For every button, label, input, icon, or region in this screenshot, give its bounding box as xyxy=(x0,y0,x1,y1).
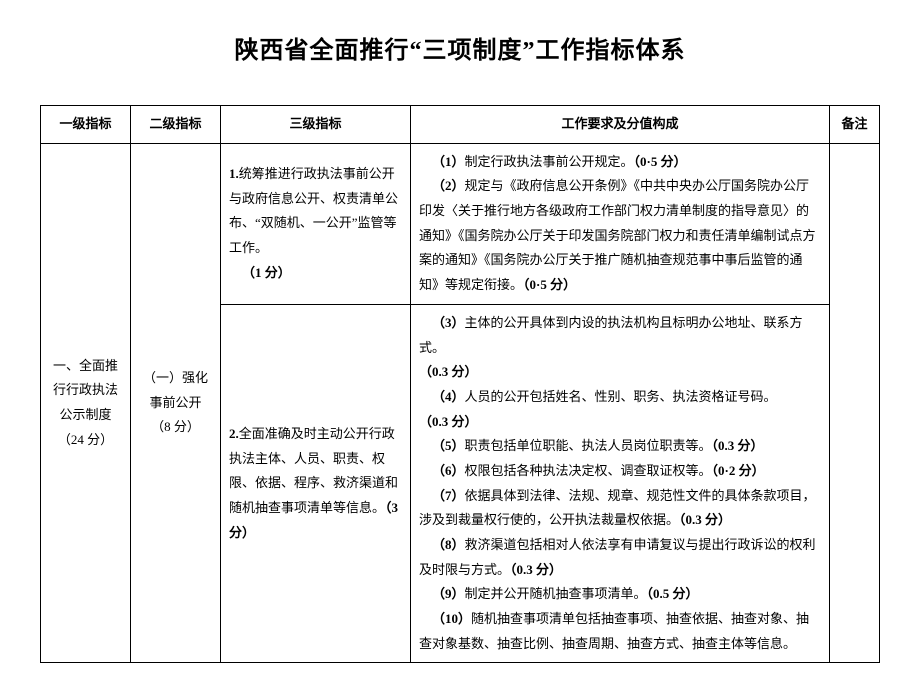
req-score: （0.5 分） xyxy=(647,586,699,601)
req-num: （2） xyxy=(432,178,465,193)
req-score: （0.3 分） xyxy=(712,438,764,453)
req-num: （1） xyxy=(432,154,465,169)
note-cell xyxy=(830,143,880,663)
lvl3-cell: 1.统筹推进行政执法事前公开与政府信息公开、权责清单公布、“双随机、一公开”监管… xyxy=(221,143,411,304)
indicator-table: 一级指标 二级指标 三级指标 工作要求及分值构成 备注 一、全面推行行政执法公示… xyxy=(40,105,880,663)
lvl3-text: 全面准确及时主动公开行政执法主体、人员、职责、权限、依据、程序、救济渠道和随机抽… xyxy=(229,426,398,515)
lvl3-text: 统筹推进行政执法事前公开与政府信息公开、权责清单公布、“双随机、一公开”监管等工… xyxy=(229,166,398,255)
lvl3-num: 2. xyxy=(229,426,239,441)
req-score: （0.3 分） xyxy=(419,414,478,429)
req-text: 规定与《政府信息公开条例》《中共中央办公厅国务院办公厅印发〈关于推行地方各级政府… xyxy=(419,178,816,292)
lvl3-score: （1 分） xyxy=(242,265,291,280)
req-score: （0·2 分） xyxy=(712,463,765,478)
req-num: （3） xyxy=(432,315,465,330)
req-text: 随机抽查事项清单包括抽查事项、抽查依据、抽查对象、抽查对象基数、抽查比例、抽查周… xyxy=(419,611,809,651)
req-num: （5） xyxy=(432,438,465,453)
req-cell: （1）制定行政执法事前公开规定。（0·5 分） （2）规定与《政府信息公开条例》… xyxy=(411,143,830,304)
table-row: 一、全面推行行政执法公示制度 （24 分） （一）强化事前公开 （8 分） 1.… xyxy=(41,143,880,304)
req-text: 依据具体到法律、法规、规章、规范性文件的具体条款项目，涉及到裁量权行使的，公开执… xyxy=(419,488,816,528)
header-req: 工作要求及分值构成 xyxy=(411,106,830,144)
lvl2-cell: （一）强化事前公开 （8 分） xyxy=(131,143,221,663)
req-num: （9） xyxy=(432,586,465,601)
req-score: （0·5 分） xyxy=(523,277,576,292)
req-num: （10） xyxy=(432,611,471,626)
header-lvl2: 二级指标 xyxy=(131,106,221,144)
lvl3-cell: 2.全面准确及时主动公开行政执法主体、人员、职责、权限、依据、程序、救济渠道和随… xyxy=(221,304,411,663)
lvl3-num: 1. xyxy=(229,166,239,181)
req-text: 权限包括各种执法决定权、调查取证权等。 xyxy=(465,463,712,478)
req-text: 制定并公开随机抽查事项清单。 xyxy=(465,586,647,601)
req-text: 救济渠道包括相对人依法享有申请复议与提出行政诉讼的权利及时限与方式。 xyxy=(419,537,816,577)
req-cell: （3）主体的公开具体到内设的执法机构且标明办公地址、联系方式。 （0.3 分） … xyxy=(411,304,830,663)
header-lvl3: 三级指标 xyxy=(221,106,411,144)
req-num: （8） xyxy=(432,537,465,552)
req-num: （6） xyxy=(432,463,465,478)
req-num: （4） xyxy=(432,389,465,404)
header-note: 备注 xyxy=(830,106,880,144)
req-score: （0.3 分） xyxy=(679,512,731,527)
req-text: 职责包括单位职能、执法人员岗位职责等。 xyxy=(465,438,712,453)
req-text: 主体的公开具体到内设的执法机构且标明办公地址、联系方式。 xyxy=(419,315,803,355)
lvl1-cell: 一、全面推行行政执法公示制度 （24 分） xyxy=(41,143,131,663)
page-title: 陕西省全面推行“三项制度”工作指标体系 xyxy=(40,30,880,65)
header-lvl1: 一级指标 xyxy=(41,106,131,144)
req-score: （0·5 分） xyxy=(634,154,687,169)
req-text: 人员的公开包括姓名、性别、职务、执法资格证号码。 xyxy=(465,389,777,404)
req-score: （0.3 分） xyxy=(419,364,478,379)
req-text: 制定行政执法事前公开规定。 xyxy=(465,154,634,169)
req-score: （0.3 分） xyxy=(510,562,562,577)
req-num: （7） xyxy=(432,488,465,503)
table-header-row: 一级指标 二级指标 三级指标 工作要求及分值构成 备注 xyxy=(41,106,880,144)
